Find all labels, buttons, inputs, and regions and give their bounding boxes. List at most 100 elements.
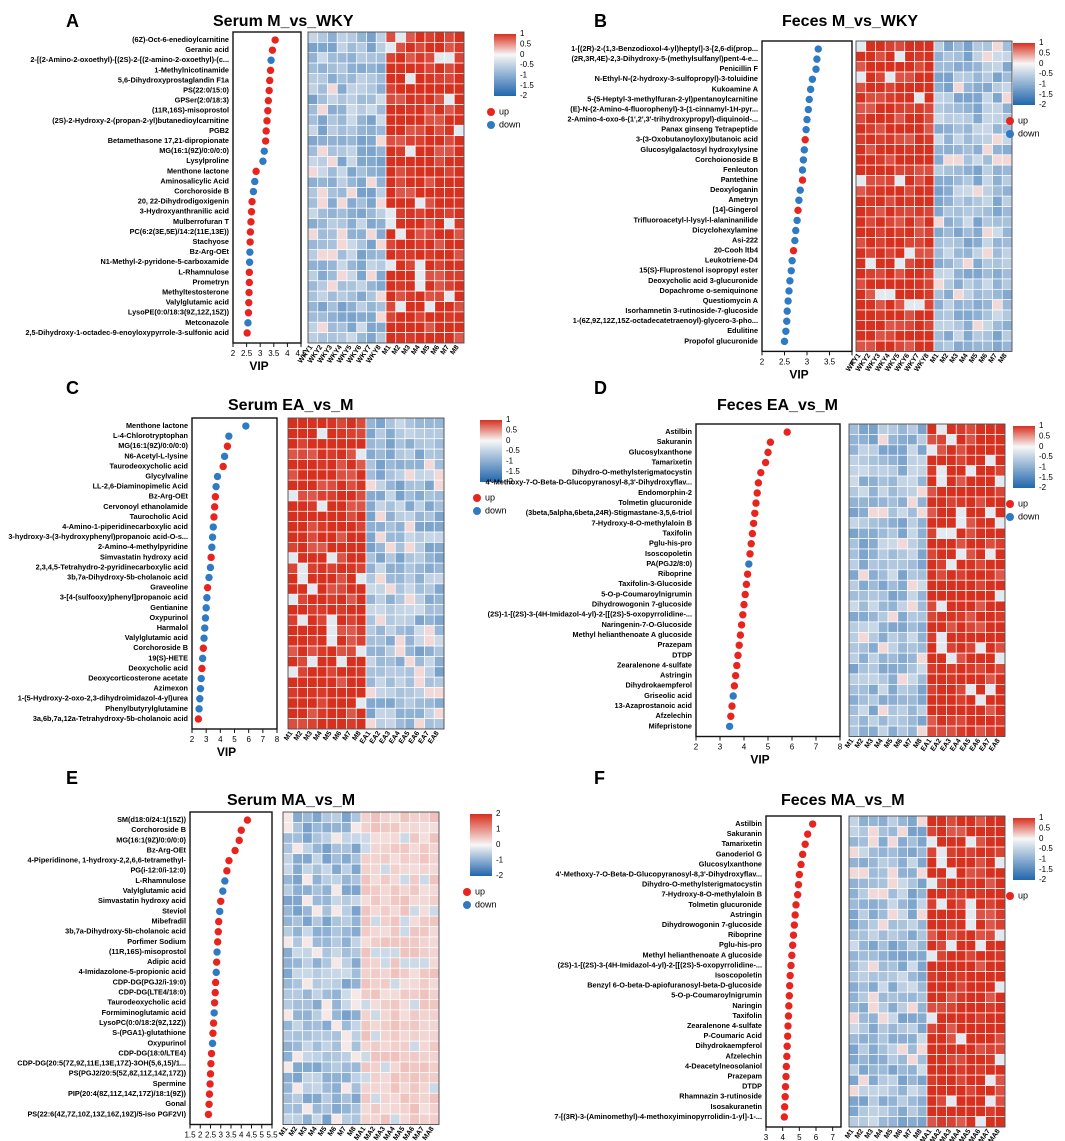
- heatmap-cell: [356, 124, 367, 137]
- heatmap-cell: [453, 52, 465, 64]
- heatmap-cell: [982, 340, 993, 352]
- heatmap-cell: [331, 1082, 342, 1094]
- heatmap-cell: [424, 428, 435, 440]
- heatmap-cell: [414, 697, 425, 709]
- heatmap-cell: [428, 936, 440, 948]
- heatmap-cell: [933, 113, 945, 125]
- heatmap-cell: [311, 894, 323, 907]
- metabolite-label: Prazepam: [658, 640, 693, 649]
- heatmap-cell: [346, 114, 358, 126]
- heatmap-cell: [433, 573, 445, 585]
- heatmap-cell: [868, 857, 879, 869]
- heatmap-cell: [907, 642, 918, 654]
- heatmap-cell: [907, 434, 918, 446]
- heatmap-cell: [366, 321, 377, 333]
- heatmap-cell: [933, 50, 945, 63]
- heatmap-cell: [887, 960, 899, 972]
- x-tick-label: 7: [830, 1133, 835, 1141]
- heatmap-cell: [868, 652, 879, 664]
- legend-label-down: down: [499, 119, 521, 129]
- heatmap-cell: [444, 218, 455, 230]
- heatmap-frame: [855, 40, 1013, 352]
- heatmap-cell: [389, 1009, 401, 1021]
- heatmap-cell: [953, 113, 964, 125]
- heatmap-cell: [453, 73, 465, 85]
- heatmap-cell: [394, 614, 406, 626]
- heatmap-cell: [868, 1085, 879, 1097]
- heatmap-cell: [865, 50, 876, 63]
- heatmap-cell: [419, 1009, 430, 1021]
- heatmap-cell: [955, 1095, 967, 1107]
- metabolite-label: Dihydrokaempferol: [696, 1041, 763, 1050]
- heatmap-cell: [848, 1012, 860, 1024]
- heatmap-cell: [366, 270, 377, 282]
- heatmap-cell: [424, 510, 435, 523]
- heatmap-cell: [858, 1054, 869, 1066]
- heatmap-cell: [1001, 40, 1013, 52]
- heatmap-cell: [923, 320, 935, 332]
- heatmap-cell: [327, 187, 338, 199]
- heatmap-cell: [307, 697, 318, 709]
- colorbar: [480, 420, 502, 482]
- heatmap-cell: [916, 694, 928, 706]
- heatmap-cell: [434, 62, 445, 74]
- metabolite-label: Pglu-his-pro: [719, 940, 763, 949]
- heatmap-cell: [350, 822, 362, 834]
- heatmap-cell: [375, 624, 386, 637]
- heatmap-cell: [972, 71, 984, 83]
- heatmap-cell: [360, 894, 372, 907]
- heatmap-cell: [341, 811, 352, 823]
- heatmap-cell: [375, 83, 387, 95]
- heatmap-cell: [331, 1092, 342, 1105]
- heatmap-cell: [943, 113, 954, 125]
- metabolite-label: Lysylproline: [186, 156, 229, 165]
- heatmap-cell: [341, 884, 352, 896]
- heatmap-cell: [914, 247, 925, 259]
- heatmap-cell: [287, 459, 299, 471]
- heatmap-cell: [914, 102, 925, 114]
- heatmap-cell: [409, 1040, 420, 1052]
- heatmap-cell: [287, 562, 299, 574]
- heatmap-cell: [307, 448, 318, 460]
- heatmap-cell: [356, 104, 367, 116]
- heatmap-cell: [894, 50, 906, 63]
- heatmap-cell: [302, 947, 313, 959]
- heatmap-cell: [385, 176, 397, 188]
- vip-dot-up: [268, 46, 277, 54]
- heatmap-cell: [933, 82, 945, 94]
- metabolite-label: Prometryn: [193, 277, 230, 286]
- x-tick-label: 4: [285, 349, 290, 358]
- vip-dot-down: [201, 614, 210, 622]
- heatmap-cell: [865, 113, 876, 125]
- heatmap-cell: [370, 978, 381, 990]
- heatmap-cell: [321, 957, 333, 969]
- heatmap-cell: [894, 226, 906, 238]
- metabolite-label: Fenleuton: [723, 165, 758, 174]
- heatmap-cell: [428, 1113, 440, 1125]
- heatmap-cell: [975, 631, 986, 644]
- heatmap-cell: [405, 52, 416, 64]
- metabolite-label: 3b,7a-Dihydroxy-5b-cholanoic acid: [67, 572, 188, 581]
- metabolite-label: Zearalenone 4-sulfate: [687, 1021, 762, 1030]
- sample-label: M4: [958, 352, 969, 364]
- heatmap-cell: [321, 1072, 333, 1084]
- heatmap-cell: [404, 718, 416, 730]
- vip-dot-down: [791, 236, 799, 245]
- heatmap-cell: [985, 548, 996, 560]
- heatmap-cell: [897, 621, 908, 633]
- heatmap-cell: [404, 417, 416, 429]
- heatmap-cell: [965, 590, 977, 602]
- heatmap-cell: [877, 826, 889, 838]
- heatmap-cell: [365, 479, 377, 491]
- heatmap-cell: [404, 500, 416, 512]
- heatmap-cell: [307, 583, 318, 595]
- heatmap-cell: [907, 579, 918, 592]
- vip-dot-down: [804, 105, 813, 114]
- heatmap-cell: [355, 656, 367, 668]
- heatmap-cell: [385, 42, 397, 54]
- heatmap-cell: [926, 579, 938, 592]
- heatmap-cell: [385, 448, 396, 460]
- heatmap-cell: [904, 144, 915, 156]
- colorbar-tick-label: 0.5: [520, 39, 532, 48]
- heatmap-cell: [965, 826, 977, 838]
